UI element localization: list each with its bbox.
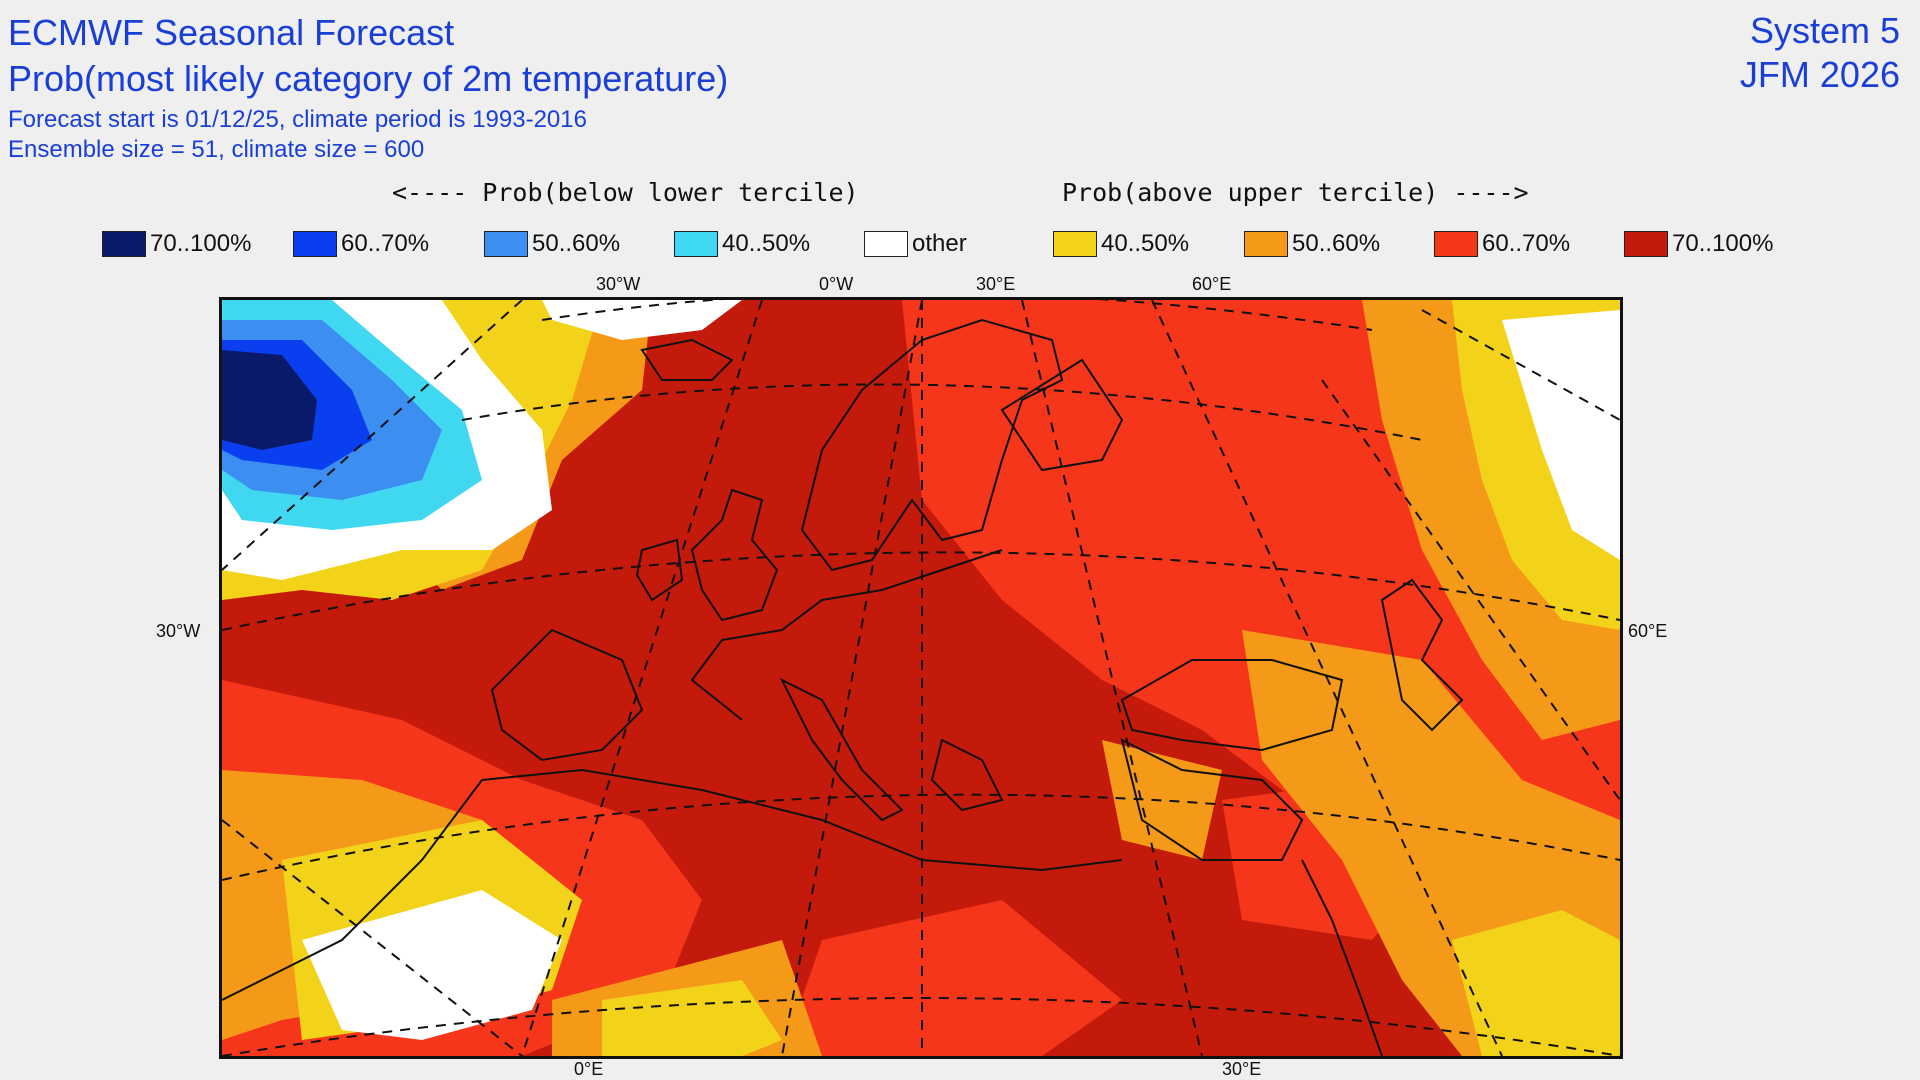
legend-swatch [102,231,146,257]
period-label: JFM 2026 [1739,54,1900,95]
legend-label: 60..70% [1482,230,1571,257]
region-other-north [542,300,742,340]
axis-label-bottom: 0°E [574,1059,604,1079]
axis-label-top: 60°E [1192,274,1232,294]
region-50-60-central [1102,740,1222,860]
legend-label: other [912,230,967,257]
coastline-iberia [490,628,644,762]
legend-swatch [484,231,528,257]
coastline-ireland [635,538,684,602]
legend-label: 70..100% [1672,230,1774,257]
legend-item: 40..50% [674,229,810,259]
region-other-northeast [1502,310,1620,560]
legend-item: 60..70% [1434,229,1570,259]
coastline-caspian [1380,578,1464,732]
legend-label: 40..50% [1101,230,1190,257]
region-other-southwest [302,890,562,1040]
legend-label: 40..50% [722,230,811,257]
region-below-70-100 [222,350,317,450]
region-60-70-north [1042,300,1222,550]
axis-label-left: 30°W [156,621,201,641]
legend-swatch [1244,231,1288,257]
meridian-line [1021,300,1203,1056]
latitude-line [461,383,1423,441]
meridian-line [1321,379,1620,801]
legend-swatch [1053,231,1097,257]
map-subtitle: Prob(most likely category of 2m temperat… [8,58,729,99]
latitude-line [541,300,1373,331]
legend-label: 70..100% [150,230,252,257]
meridian-line [781,300,923,1056]
meridian-line [521,300,763,1056]
latitude-line [222,997,1620,1056]
axis-label-bottom: 30°E [1222,1059,1262,1079]
legend-label: 50..60% [532,230,621,257]
legend-item: 40..50% [1053,229,1189,259]
legend-item: 70..100% [102,229,251,259]
legend-swatch [1624,231,1668,257]
map-canvas [222,300,1620,1056]
border-line [222,779,483,1001]
coastline-italy [779,677,904,822]
legend-swatch [1434,231,1478,257]
coastlines [222,318,1464,1056]
meridian-line [222,300,523,571]
coastline-mainland-north [690,549,1003,721]
meridian-line [1421,309,1620,421]
map-title: ECMWF Seasonal Forecast [8,12,455,53]
coastline-north-africa [481,768,1123,872]
coastline-greece [930,738,1004,812]
region-40-50-southeast [1452,910,1620,1056]
legend-item: 60..70% [293,229,429,259]
coastline-scandinavia [800,318,1064,572]
axis-label-top: 0°W [819,274,854,294]
meridian-line [1151,300,1503,1056]
legend-above-header: Prob(above upper tercile) ----> [1062,178,1529,207]
legend-label: 50..60% [1292,230,1381,257]
region-60-70-south [782,900,1122,1056]
legend-swatch [674,231,718,257]
axis-label-top: 30°W [596,274,641,294]
coastline-anatolia [1120,738,1304,861]
legend-label: 60..70% [341,230,430,257]
axis-label-right: 60°E [1628,621,1668,641]
probability-map [219,297,1623,1059]
legend-item: 70..100% [1624,229,1773,259]
coastline-finland [1000,358,1124,472]
system-label: System 5 [1749,10,1900,51]
coastline-black-sea [1120,659,1344,752]
coastline-britain [690,488,779,622]
graticule [222,300,1620,1056]
meridian-line [222,819,523,1056]
legend-item: other [864,229,967,259]
axis-label-top: 30°E [976,274,1016,294]
legend-item: 50..60% [1244,229,1380,259]
legend-swatch [293,231,337,257]
legend-swatch [864,231,908,257]
legend-item: 50..60% [484,229,620,259]
forecast-start-info: Forecast start is 01/12/25, climate peri… [8,106,587,133]
coastline-red-sea [1301,859,1383,1056]
coastline-iceland [640,338,734,381]
region-40-50-south [602,980,782,1056]
legend-below-header: <---- Prob(below lower tercile) [392,178,859,207]
ensemble-size-info: Ensemble size = 51, climate size = 600 [8,136,425,163]
